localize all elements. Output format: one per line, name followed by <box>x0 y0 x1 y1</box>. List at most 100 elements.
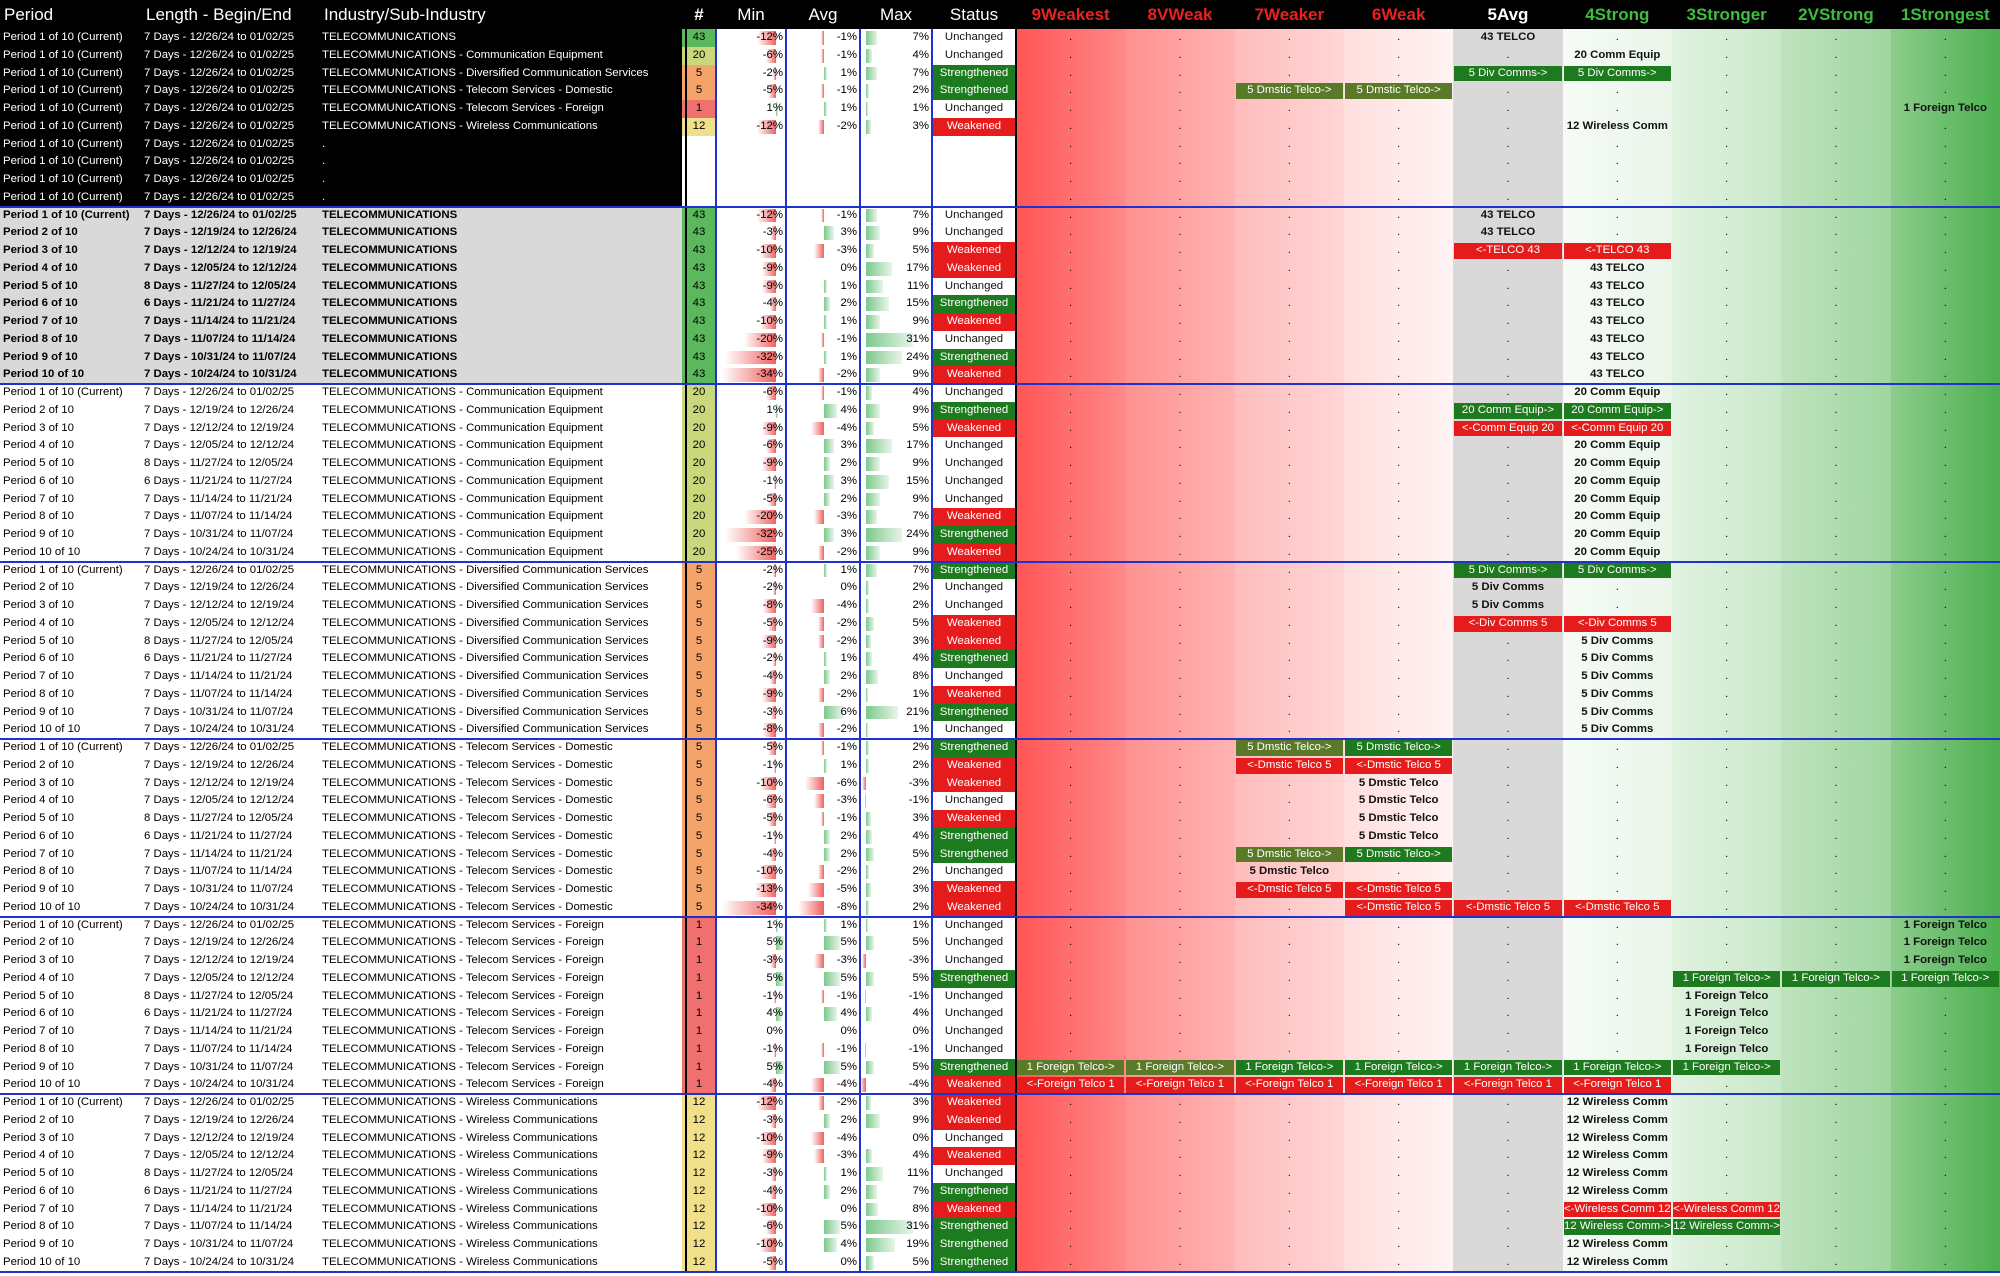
table-row[interactable]: Period 7 of 10 7 Days - 11/14/24 to 11/21… <box>0 313 2000 331</box>
header-zone-6[interactable]: 4Strong <box>1562 0 1672 29</box>
zone-label[interactable]: 20 Comm Equip <box>1562 455 1672 473</box>
table-row[interactable]: Period 5 of 10 8 Days - 11/27/24 to 12/05… <box>0 455 2000 473</box>
zone-label[interactable]: 12 Wireless Comm <box>1562 1182 1672 1201</box>
zone-label[interactable]: 20 Comm Equip <box>1562 490 1672 509</box>
table-row[interactable]: Period 2 of 10 7 Days - 12/19/24 to 12/26… <box>0 579 2000 597</box>
zone-label[interactable]: 1 Foreign Telco-> <box>1235 1059 1343 1076</box>
zone-label[interactable]: 5 Div Comms <box>1562 650 1672 668</box>
zone-label[interactable]: 5 Dmstic Telco <box>1343 827 1454 846</box>
zone-label[interactable]: 43 TELCO <box>1562 277 1672 296</box>
header-zone-2[interactable]: 8VWeak <box>1125 0 1235 29</box>
table-row[interactable]: Period 5 of 10 8 Days - 11/27/24 to 12/05… <box>0 810 2000 828</box>
header-length[interactable]: Length - Begin/End <box>142 0 320 29</box>
zone-label[interactable]: 5 Div Comms-> <box>1454 562 1562 579</box>
zone-label[interactable]: 43 TELCO <box>1562 259 1672 278</box>
zone-label[interactable]: 20 Comm Equip <box>1562 384 1672 402</box>
table-row[interactable]: Period 1 of 10 (Current) 7 Days - 12/26/2… <box>0 135 2000 154</box>
zone-label[interactable]: 12 Wireless Comm <box>1562 1236 1672 1254</box>
header-zone-7[interactable]: 3Stronger <box>1671 0 1782 29</box>
table-row[interactable]: Period 9 of 10 7 Days - 10/31/24 to 11/07… <box>0 1236 2000 1254</box>
table-row[interactable]: Period 4 of 10 7 Days - 12/05/24 to 12/12… <box>0 969 2000 988</box>
zone-label[interactable]: 1 Foreign Telco-> <box>1017 1059 1125 1076</box>
table-row[interactable]: Period 1 of 10 (Current) 7 Days - 12/26/2… <box>0 1094 2000 1112</box>
zone-label[interactable]: <-Wireless Comm 12 <box>1672 1201 1781 1218</box>
zone-label[interactable]: 5 Dmstic Telco <box>1234 863 1344 881</box>
header-max[interactable]: Max <box>860 0 932 29</box>
table-row[interactable]: Period 4 of 10 7 Days - 12/05/24 to 12/12… <box>0 259 2000 278</box>
table-row[interactable]: Period 1 of 10 (Current) 7 Days - 12/26/2… <box>0 153 2000 171</box>
table-row[interactable]: Period 10 of 10 7 Days - 10/24/24 to 10/3… <box>0 543 2000 562</box>
zone-label[interactable]: 5 Div Comms <box>1562 668 1672 686</box>
header-industry[interactable]: Industry/Sub-Industry <box>320 0 682 29</box>
table-row[interactable]: Period 9 of 10 7 Days - 10/31/24 to 11/07… <box>0 881 2000 899</box>
header-zone-8[interactable]: 2VStrong <box>1781 0 1891 29</box>
zone-label[interactable]: 5 Div Comms <box>1562 632 1672 651</box>
table-row[interactable]: Period 1 of 10 (Current) 7 Days - 12/26/2… <box>0 100 2000 118</box>
table-row[interactable]: Period 2 of 10 7 Days - 12/19/24 to 12/26… <box>0 756 2000 775</box>
table-row[interactable]: Period 7 of 10 7 Days - 11/14/24 to 11/21… <box>0 668 2000 686</box>
header-zone-9[interactable]: 1Strongest <box>1890 0 2000 29</box>
zone-label[interactable]: 20 Comm Equip-> <box>1454 402 1562 419</box>
zone-label[interactable]: 1 Foreign Telco-> <box>1891 970 1999 987</box>
zone-label[interactable]: 5 Dmstic Telco-> <box>1344 83 1453 99</box>
table-row[interactable]: Period 1 of 10 (Current) 7 Days - 12/26/2… <box>0 916 2000 935</box>
table-row[interactable]: Period 2 of 10 7 Days - 12/19/24 to 12/26… <box>0 1111 2000 1130</box>
table-row[interactable]: Period 9 of 10 7 Days - 10/31/24 to 11/07… <box>0 1058 2000 1077</box>
table-row[interactable]: Period 2 of 10 7 Days - 12/19/24 to 12/26… <box>0 401 2000 420</box>
table-row[interactable]: Period 8 of 10 7 Days - 11/07/24 to 11/14… <box>0 863 2000 881</box>
zone-label[interactable]: 5 Dmstic Telco <box>1343 810 1454 828</box>
table-row[interactable]: Period 9 of 10 7 Days - 10/31/24 to 11/07… <box>0 526 2000 544</box>
table-row[interactable]: Period 3 of 10 7 Days - 12/12/24 to 12/19… <box>0 419 2000 438</box>
zone-label[interactable]: 5 Div Comms <box>1562 721 1672 739</box>
table-row[interactable]: Period 3 of 10 7 Days - 12/12/24 to 12/19… <box>0 242 2000 260</box>
table-row[interactable]: Period 1 of 10 (Current) 7 Days - 12/26/2… <box>0 29 2000 47</box>
header-min[interactable]: Min <box>716 0 786 29</box>
zone-label[interactable]: <-Foreign Telco 1 <box>1017 1077 1125 1093</box>
zone-label[interactable]: 5 Dmstic Telco <box>1343 774 1454 793</box>
table-row[interactable]: Period 3 of 10 7 Days - 12/12/24 to 12/19… <box>0 597 2000 615</box>
zone-label[interactable]: 12 Wireless Comm <box>1562 1165 1672 1183</box>
table-row[interactable]: Period 7 of 10 7 Days - 11/14/24 to 11/21… <box>0 490 2000 509</box>
table-row[interactable]: Period 10 of 10 7 Days - 10/24/24 to 10/3… <box>0 721 2000 739</box>
table-row[interactable]: Period 10 of 10 7 Days - 10/24/24 to 10/3… <box>0 366 2000 384</box>
header-period[interactable]: Period <box>0 0 142 29</box>
header-zone-1[interactable]: 9Weakest <box>1016 0 1126 29</box>
zone-label[interactable]: <-Dmstic Telco 5 <box>1344 882 1453 898</box>
table-row[interactable]: Period 5 of 10 8 Days - 11/27/24 to 12/05… <box>0 632 2000 651</box>
zone-label[interactable]: <-Wireless Comm 12 <box>1563 1201 1671 1218</box>
zone-label[interactable]: 5 Div Comms-> <box>1454 65 1562 82</box>
zone-label[interactable]: 5 Div Comms <box>1453 579 1563 597</box>
zone-label[interactable]: 5 Div Comms <box>1562 703 1672 722</box>
zone-label[interactable]: <-Dmstic Telco 5 <box>1454 899 1562 916</box>
zone-label[interactable]: 5 Dmstic Telco <box>1343 792 1454 810</box>
zone-label[interactable]: 5 Dmstic Telco-> <box>1344 740 1453 756</box>
zone-label[interactable]: 1 Foreign Telco-> <box>1126 1059 1234 1076</box>
zone-label[interactable]: 43 TELCO <box>1453 224 1563 242</box>
table-row[interactable]: Period 6 of 10 6 Days - 11/21/24 to 11/27… <box>0 827 2000 846</box>
table-row[interactable]: Period 1 of 10 (Current) 7 Days - 12/26/2… <box>0 206 2000 225</box>
zone-label[interactable]: 1 Foreign Telco <box>1890 916 2000 935</box>
table-row[interactable]: Period 8 of 10 7 Days - 11/07/24 to 11/14… <box>0 330 2000 349</box>
table-row[interactable]: Period 2 of 10 7 Days - 12/19/24 to 12/26… <box>0 224 2000 242</box>
table-row[interactable]: Period 1 of 10 (Current) 7 Days - 12/26/2… <box>0 171 2000 189</box>
zone-label[interactable]: 12 Wireless Comm-> <box>1672 1219 1781 1235</box>
table-row[interactable]: Period 3 of 10 7 Days - 12/12/24 to 12/19… <box>0 1129 2000 1148</box>
zone-label[interactable]: 43 TELCO <box>1562 313 1672 331</box>
zone-label[interactable]: 1 Foreign Telco <box>1890 100 2000 118</box>
table-row[interactable]: Period 9 of 10 7 Days - 10/31/24 to 11/07… <box>0 703 2000 722</box>
zone-label[interactable]: 12 Wireless Comm <box>1562 1111 1672 1130</box>
zone-label[interactable]: 5 Dmstic Telco-> <box>1235 740 1343 756</box>
table-row[interactable]: Period 6 of 10 6 Days - 11/21/24 to 11/27… <box>0 1005 2000 1023</box>
table-row[interactable]: Period 7 of 10 7 Days - 11/14/24 to 11/21… <box>0 1200 2000 1219</box>
header-avg[interactable]: Avg <box>786 0 860 29</box>
zone-label[interactable]: 1 Foreign Telco-> <box>1454 1059 1562 1076</box>
table-row[interactable]: Period 4 of 10 7 Days - 12/05/24 to 12/12… <box>0 437 2000 455</box>
zone-label[interactable]: 12 Wireless Comm <box>1562 1094 1672 1112</box>
zone-label[interactable]: 20 Comm Equip <box>1562 472 1672 491</box>
table-row[interactable]: Period 4 of 10 7 Days - 12/05/24 to 12/12… <box>0 614 2000 633</box>
zone-label[interactable]: 1 Foreign Telco <box>1890 934 2000 952</box>
zone-label[interactable]: <-TELCO 43 <box>1454 243 1562 259</box>
zone-label[interactable]: <-Foreign Telco 1 <box>1454 1077 1562 1093</box>
zone-label[interactable]: 5 Dmstic Telco-> <box>1344 846 1453 863</box>
table-row[interactable]: Period 1 of 10 (Current) 7 Days - 12/26/2… <box>0 46 2000 65</box>
